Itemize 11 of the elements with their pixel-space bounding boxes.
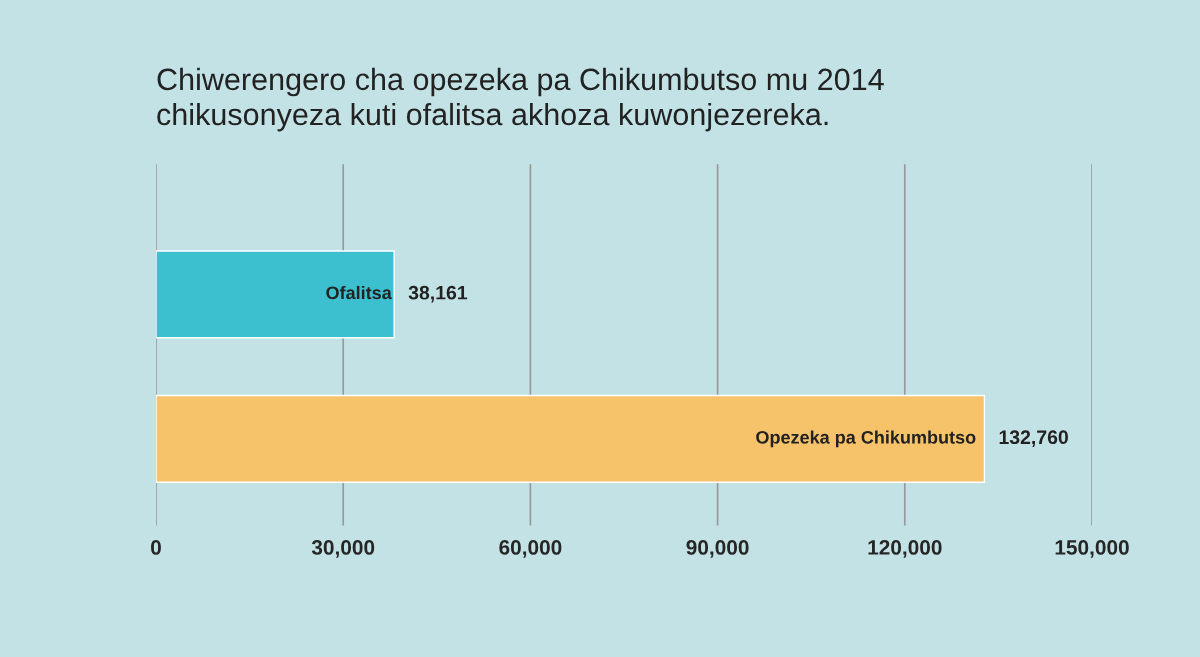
data-label: 132,760 [999, 430, 1068, 447]
data-label: 38,161 [408, 285, 468, 303]
x-tick-label: 60,000 [499, 540, 562, 558]
x-tick-label: 90,000 [686, 540, 749, 558]
y-tick-label: Ofalitsa [326, 285, 392, 300]
chart-title: Chiwerengero cha opezeka pa Chikumbutso mu 2014 chikusonyeza kuti ofalitsa akhoza kuwonjezereka. [157, 67, 884, 132]
y-tick-label: Opezeka pa Chikumbutso [756, 430, 976, 448]
x-tick-label: 150,000 [1055, 540, 1129, 558]
x-tick-label: 30,000 [311, 540, 375, 558]
x-tick-label: 0 [151, 540, 161, 555]
x-tick-label: 120,000 [868, 540, 942, 558]
